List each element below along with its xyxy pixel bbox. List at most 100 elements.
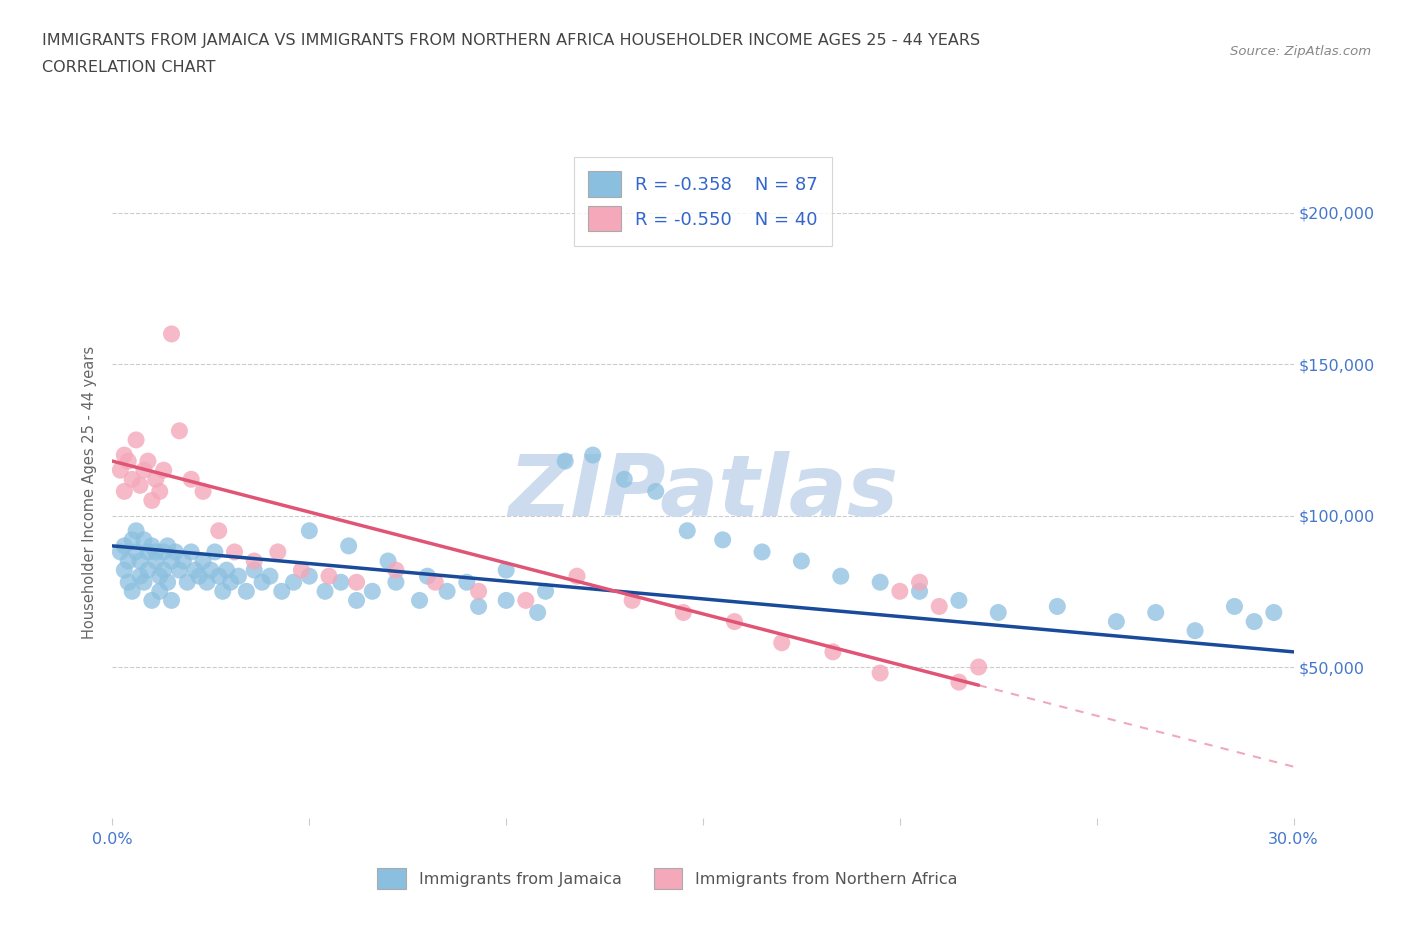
- Point: [208, 569, 231, 584]
- Point: [132, 532, 155, 547]
- Point: [149, 584, 172, 599]
- Point: [228, 569, 250, 584]
- Point: [270, 584, 292, 599]
- Point: [180, 472, 202, 486]
- Point: [987, 605, 1010, 620]
- Point: [110, 544, 132, 559]
- Point: [215, 563, 238, 578]
- Point: [250, 575, 273, 590]
- Point: [152, 463, 174, 478]
- Point: [751, 544, 773, 559]
- Point: [149, 484, 172, 498]
- Point: [117, 454, 139, 469]
- Point: [117, 575, 139, 590]
- Point: [121, 532, 143, 547]
- Point: [112, 447, 135, 462]
- Point: [869, 666, 891, 681]
- Point: [582, 447, 605, 462]
- Point: [195, 575, 218, 590]
- Point: [165, 544, 187, 559]
- Point: [456, 575, 478, 590]
- Point: [346, 575, 368, 590]
- Point: [145, 553, 167, 568]
- Point: [621, 593, 644, 608]
- Point: [1184, 623, 1206, 638]
- Point: [416, 569, 439, 584]
- Point: [948, 593, 970, 608]
- Point: [283, 575, 305, 590]
- Point: [1243, 614, 1265, 629]
- Point: [869, 575, 891, 590]
- Point: [117, 553, 139, 568]
- Point: [676, 524, 699, 538]
- Point: [723, 614, 745, 629]
- Point: [644, 484, 666, 498]
- Point: [889, 584, 911, 599]
- Point: [136, 544, 159, 559]
- Point: [672, 605, 695, 620]
- Point: [184, 563, 207, 578]
- Point: [219, 575, 242, 590]
- Point: [121, 584, 143, 599]
- Point: [169, 423, 191, 438]
- Point: [830, 569, 852, 584]
- Point: [156, 575, 179, 590]
- Point: [160, 553, 183, 568]
- Point: [141, 493, 163, 508]
- Point: [141, 538, 163, 553]
- Point: [1223, 599, 1246, 614]
- Point: [298, 524, 321, 538]
- Point: [534, 584, 557, 599]
- Point: [112, 484, 135, 498]
- Point: [790, 553, 813, 568]
- Legend: Immigrants from Jamaica, Immigrants from Northern Africa: Immigrants from Jamaica, Immigrants from…: [371, 862, 965, 895]
- Point: [125, 432, 148, 447]
- Point: [136, 563, 159, 578]
- Point: [141, 593, 163, 608]
- Point: [160, 326, 183, 341]
- Text: IMMIGRANTS FROM JAMAICA VS IMMIGRANTS FROM NORTHERN AFRICA HOUSEHOLDER INCOME AG: IMMIGRANTS FROM JAMAICA VS IMMIGRANTS FR…: [42, 33, 980, 47]
- Point: [129, 569, 152, 584]
- Point: [180, 544, 202, 559]
- Point: [495, 593, 517, 608]
- Point: [136, 454, 159, 469]
- Point: [613, 472, 636, 486]
- Point: [329, 575, 352, 590]
- Point: [152, 563, 174, 578]
- Y-axis label: Householder Income Ages 25 - 44 years: Householder Income Ages 25 - 44 years: [82, 346, 97, 640]
- Point: [928, 599, 950, 614]
- Point: [565, 569, 588, 584]
- Point: [298, 569, 321, 584]
- Point: [526, 605, 548, 620]
- Point: [112, 563, 135, 578]
- Point: [467, 599, 489, 614]
- Point: [125, 524, 148, 538]
- Point: [149, 569, 172, 584]
- Point: [908, 575, 931, 590]
- Point: [908, 584, 931, 599]
- Point: [191, 553, 214, 568]
- Point: [361, 584, 384, 599]
- Text: ZIPatlas: ZIPatlas: [508, 451, 898, 535]
- Point: [132, 575, 155, 590]
- Point: [211, 584, 233, 599]
- Point: [169, 563, 191, 578]
- Point: [235, 584, 257, 599]
- Point: [204, 544, 226, 559]
- Point: [436, 584, 458, 599]
- Point: [176, 575, 198, 590]
- Point: [314, 584, 336, 599]
- Point: [821, 644, 844, 659]
- Point: [1263, 605, 1285, 620]
- Point: [145, 472, 167, 486]
- Point: [188, 569, 211, 584]
- Point: [770, 635, 793, 650]
- Point: [145, 544, 167, 559]
- Point: [408, 593, 430, 608]
- Point: [191, 484, 214, 498]
- Point: [948, 674, 970, 689]
- Point: [208, 524, 231, 538]
- Point: [711, 532, 734, 547]
- Point: [152, 544, 174, 559]
- Point: [467, 584, 489, 599]
